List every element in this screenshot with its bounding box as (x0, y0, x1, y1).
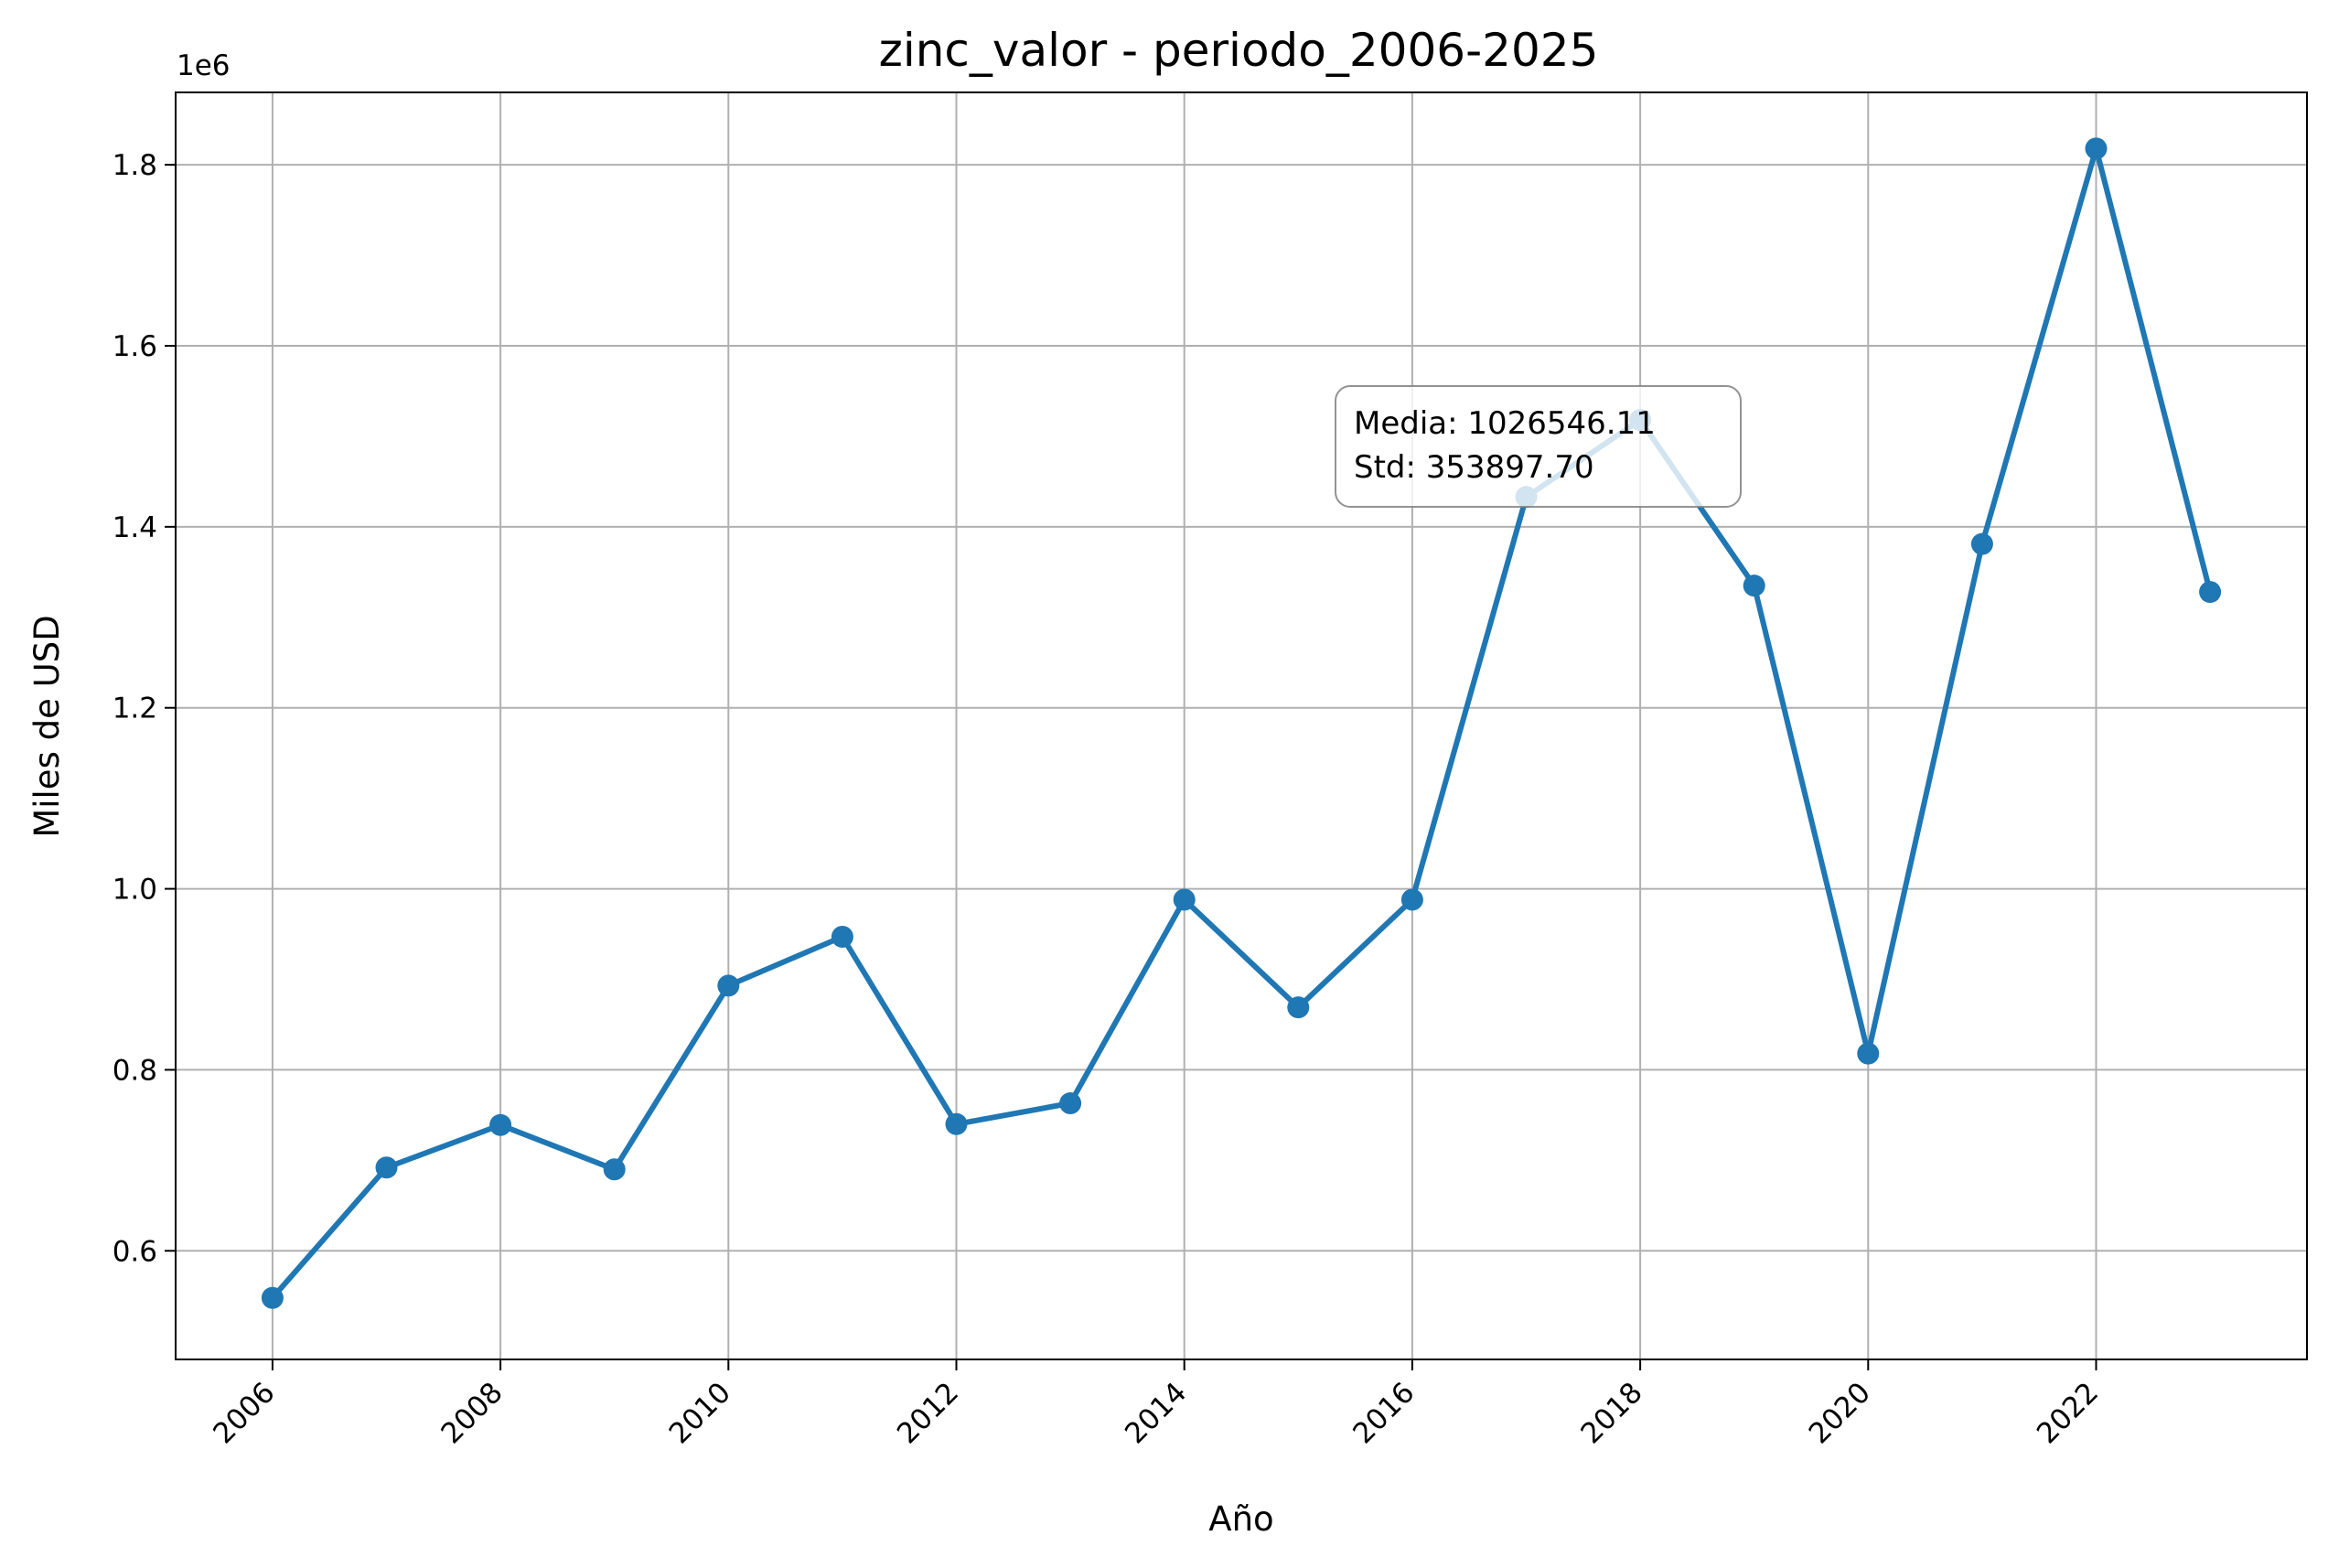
y-axis-label: Miles de USD (27, 615, 67, 837)
grid (176, 92, 2307, 1359)
data-point (1059, 1092, 1082, 1115)
data-point (1287, 996, 1310, 1019)
plot-frame (175, 91, 2308, 1360)
y-tick-label: 1.4 (113, 511, 157, 544)
data-point (2199, 581, 2222, 604)
data-point (831, 926, 853, 949)
y-offset-label: 1e6 (177, 49, 231, 82)
data-point (375, 1156, 398, 1179)
data-point (717, 974, 740, 997)
y-tick-label: 0.8 (113, 1054, 157, 1087)
y-tick-label: 1.2 (113, 693, 157, 725)
data-point (945, 1112, 968, 1135)
chart-title: zinc_valor - periodo_2006-2025 (879, 24, 1599, 77)
stats-std-text: Std: 353897.70 (1354, 449, 1594, 486)
y-tick-label: 1.0 (113, 874, 157, 907)
series-line (269, 145, 2214, 1301)
data-point (261, 1286, 284, 1309)
stats-annotation: Media: 1026546.11 Std: 353897.70 (1335, 385, 1742, 508)
data-point (1970, 532, 1993, 555)
y-tick-label: 1.8 (113, 149, 157, 182)
y-tick-label: 1.6 (113, 330, 157, 363)
data-point (2085, 137, 2108, 160)
x-axis-label: Año (1208, 1499, 1273, 1539)
data-point (1743, 575, 1765, 597)
y-tick-label: 0.6 (113, 1235, 157, 1268)
stats-annotation-box (1335, 385, 1742, 508)
stats-mean-text: Media: 1026546.11 (1354, 405, 1656, 442)
data-point (603, 1158, 626, 1181)
data-point (489, 1113, 512, 1136)
data-point (1400, 888, 1423, 911)
data-point (1173, 888, 1196, 911)
data-point (1857, 1042, 1880, 1065)
y-axis: 0.6 0.8 1.0 1.2 1.4 1.6 1.8 (113, 149, 176, 1268)
